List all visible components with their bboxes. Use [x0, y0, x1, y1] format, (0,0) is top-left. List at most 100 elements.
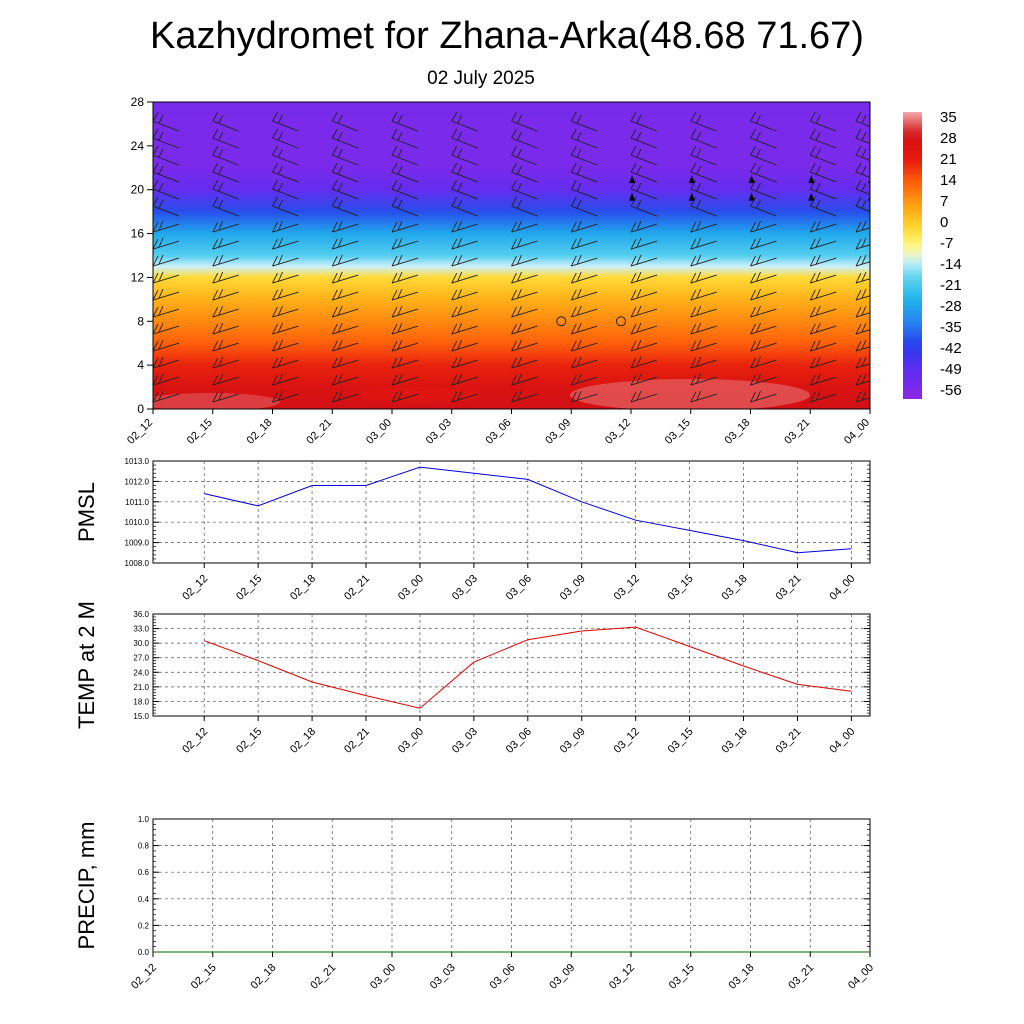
x-tick-label: 03_21: [782, 417, 812, 447]
x-tick-label: 03_09: [558, 726, 588, 756]
wind-barb: [690, 305, 717, 318]
wind-barb: [809, 288, 837, 301]
wind-barb: [331, 237, 359, 250]
y-tick-label: 1009.0: [125, 539, 150, 548]
wind-barb: [855, 390, 870, 403]
wind-barb: [451, 162, 478, 183]
x-tick-label: 02_15: [189, 962, 219, 992]
x-tick-label: 03_00: [396, 726, 426, 756]
y-tick-label: 24: [131, 139, 145, 153]
x-tick-label: 03_09: [547, 962, 577, 992]
wind-barb: [511, 288, 538, 301]
pmsl-panel: 1008.0 1009.0 1010.0 1011.0 1012.0 1013.0 02_1…: [74, 457, 871, 603]
wind-barb: [153, 196, 180, 217]
wind-barb: [809, 162, 837, 183]
calm-circle: [616, 316, 626, 327]
wind-barb: [511, 237, 538, 250]
wind-barb: [391, 237, 419, 250]
wind-barb: [451, 322, 478, 335]
x-tick-label: 03_03: [450, 573, 480, 603]
wind-barb: [272, 128, 299, 149]
wind-barb: [750, 179, 777, 200]
wind-barb: [570, 288, 598, 301]
wind-barb: [809, 237, 837, 250]
wind-barb: [391, 271, 419, 284]
x-tick-label: 04_00: [842, 417, 872, 447]
wind-barb: [451, 111, 478, 132]
wind-barb: [212, 111, 239, 132]
wind-barb: [855, 254, 870, 267]
wind-barb: [153, 162, 180, 183]
y-axis-label: PMSL: [74, 482, 99, 542]
wind-barb: [451, 305, 478, 318]
wind-barb: [511, 220, 538, 233]
y-tick-label: 20: [131, 183, 145, 197]
colorbar-label: 35: [940, 109, 957, 126]
wind-barb: [855, 322, 870, 335]
wind-barb: [153, 390, 180, 403]
x-tick-label: 02_18: [249, 962, 279, 992]
wind-barb: [855, 111, 870, 127]
wind-barb: [212, 322, 239, 335]
wind-barb: [690, 373, 717, 386]
wind-barb: [331, 162, 359, 183]
wind-barb: [391, 305, 419, 318]
wind-barb: [272, 339, 299, 352]
wind-barb: [391, 356, 419, 369]
wind-barb: [511, 390, 538, 403]
wind-barb: [451, 128, 478, 149]
wind-barb: [451, 179, 478, 200]
wind-barb: [690, 196, 717, 217]
wind-barb: [511, 271, 538, 284]
wind-barb: [153, 322, 180, 335]
wind-barb: [690, 288, 717, 301]
warm-core-contours: [153, 379, 810, 409]
wind-barb: [750, 237, 777, 250]
wind-barb: [855, 339, 870, 352]
x-tick-label: 02_12: [180, 726, 210, 756]
x-tick-label: 02_21: [304, 417, 334, 447]
wind-flag: [688, 175, 695, 184]
wind-barb: [391, 145, 419, 166]
wind-barb: [153, 220, 180, 233]
wind-barb: [212, 220, 239, 233]
panel-frame: [152, 460, 871, 564]
wind-barb: [690, 322, 717, 335]
wind-barb: [153, 373, 180, 386]
colorbar-label: -14: [940, 256, 962, 273]
wind-barb: [750, 322, 777, 335]
wind-flag: [629, 192, 635, 201]
x-tick-label: 03_21: [773, 573, 803, 603]
wind-barb: [570, 373, 598, 386]
wind-barb: [809, 179, 837, 200]
wind-barb: [451, 339, 478, 352]
wind-barb: [451, 288, 478, 301]
colorbar-label: -56: [940, 382, 962, 399]
wind-barb: [331, 196, 359, 217]
wind-barb: [153, 305, 180, 318]
wind-barb: [272, 220, 299, 233]
wind-barb: [570, 111, 598, 132]
wind-barb: [809, 145, 837, 166]
wind-barb: [391, 196, 419, 217]
wind-flag: [748, 175, 755, 184]
wind-barb: [331, 390, 359, 403]
y-tick-label: 33.0: [133, 625, 149, 634]
x-tick-label: 03_18: [727, 962, 757, 992]
wind-barb: [272, 305, 299, 318]
x-tick-label: 02_12: [129, 962, 159, 992]
x-tick-label: 02_18: [288, 573, 318, 603]
wind-barb: [153, 179, 180, 200]
wind-barb: [570, 390, 598, 403]
wind-barb: [331, 305, 359, 318]
x-tick-label: 02_12: [125, 417, 155, 447]
wind-barb: [331, 179, 359, 200]
wind-barb: [809, 390, 837, 403]
wind-barb: [809, 271, 837, 284]
wind-barb: [451, 220, 478, 233]
wind-barb: [690, 111, 717, 132]
wind-barb: [855, 196, 870, 212]
colorbar-fill: [903, 112, 922, 399]
series-line: [204, 466, 852, 554]
wind-barb: [690, 390, 717, 403]
